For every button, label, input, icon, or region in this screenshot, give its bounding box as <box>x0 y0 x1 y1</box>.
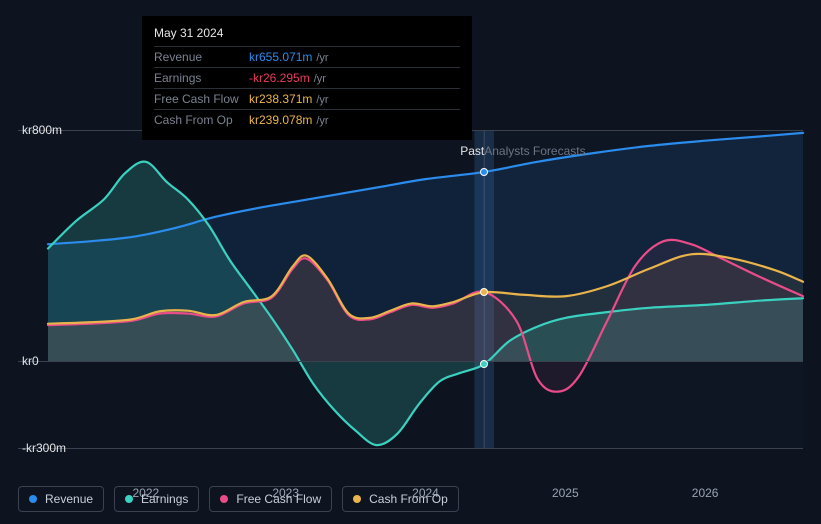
tooltip-row-unit: /yr <box>316 52 328 64</box>
legend-item-label: Revenue <box>45 492 93 506</box>
tooltip-row-label: Free Cash Flow <box>154 92 249 106</box>
legend-item-label: Cash From Op <box>369 492 448 506</box>
chart-legend: Revenue Earnings Free Cash Flow Cash From O… <box>18 486 459 512</box>
tooltip-row-value: kr238.371m <box>249 92 312 106</box>
tooltip-date: May 31 2024 <box>154 26 460 46</box>
tooltip-row-unit: /yr <box>316 94 328 106</box>
region-label-forecast: Analysts Forecasts <box>484 144 585 158</box>
legend-dot-icon <box>353 495 361 503</box>
chart-tooltip: May 31 2024 Revenuekr655.071m/yrEarnings… <box>142 16 472 140</box>
tooltip-row-unit: /yr <box>316 115 328 127</box>
legend-item-revenue[interactable]: Revenue <box>18 486 104 512</box>
legend-item-earnings[interactable]: Earnings <box>114 486 199 512</box>
series-marker-cash-from-op <box>480 288 488 296</box>
tooltip-row: Revenuekr655.071m/yr <box>154 46 460 67</box>
tooltip-row-value: kr239.078m <box>249 113 312 127</box>
legend-item-label: Free Cash Flow <box>236 492 321 506</box>
financials-chart: PastAnalysts Forecasts kr800mkr0-kr300m2… <box>18 120 803 478</box>
legend-item-label: Earnings <box>141 492 188 506</box>
y-gridline <box>18 361 803 362</box>
tooltip-row-label: Earnings <box>154 71 249 85</box>
x-tick-label: 2026 <box>692 486 719 500</box>
region-label-past: Past <box>48 144 484 158</box>
legend-item-cash-from-op[interactable]: Cash From Op <box>342 486 459 512</box>
series-marker-revenue <box>480 168 488 176</box>
legend-dot-icon <box>220 495 228 503</box>
y-gridline <box>18 448 803 449</box>
x-tick-label: 2025 <box>552 486 579 500</box>
legend-dot-icon <box>125 495 133 503</box>
legend-item-free-cash-flow[interactable]: Free Cash Flow <box>209 486 332 512</box>
tooltip-row-label: Cash From Op <box>154 113 249 127</box>
y-tick-label: -kr300m <box>22 441 66 455</box>
tooltip-row-value: -kr26.295m <box>249 71 310 85</box>
plot-area[interactable]: PastAnalysts Forecasts <box>48 130 803 448</box>
tooltip-row: Earnings-kr26.295m/yr <box>154 67 460 88</box>
tooltip-row-label: Revenue <box>154 50 249 64</box>
series-marker-earnings <box>480 360 488 368</box>
tooltip-row-unit: /yr <box>314 73 326 85</box>
tooltip-row-value: kr655.071m <box>249 50 312 64</box>
tooltip-row: Cash From Opkr239.078m/yr <box>154 109 460 130</box>
legend-dot-icon <box>29 495 37 503</box>
tooltip-row: Free Cash Flowkr238.371m/yr <box>154 88 460 109</box>
y-tick-label: kr800m <box>22 123 62 137</box>
y-tick-label: kr0 <box>22 354 39 368</box>
